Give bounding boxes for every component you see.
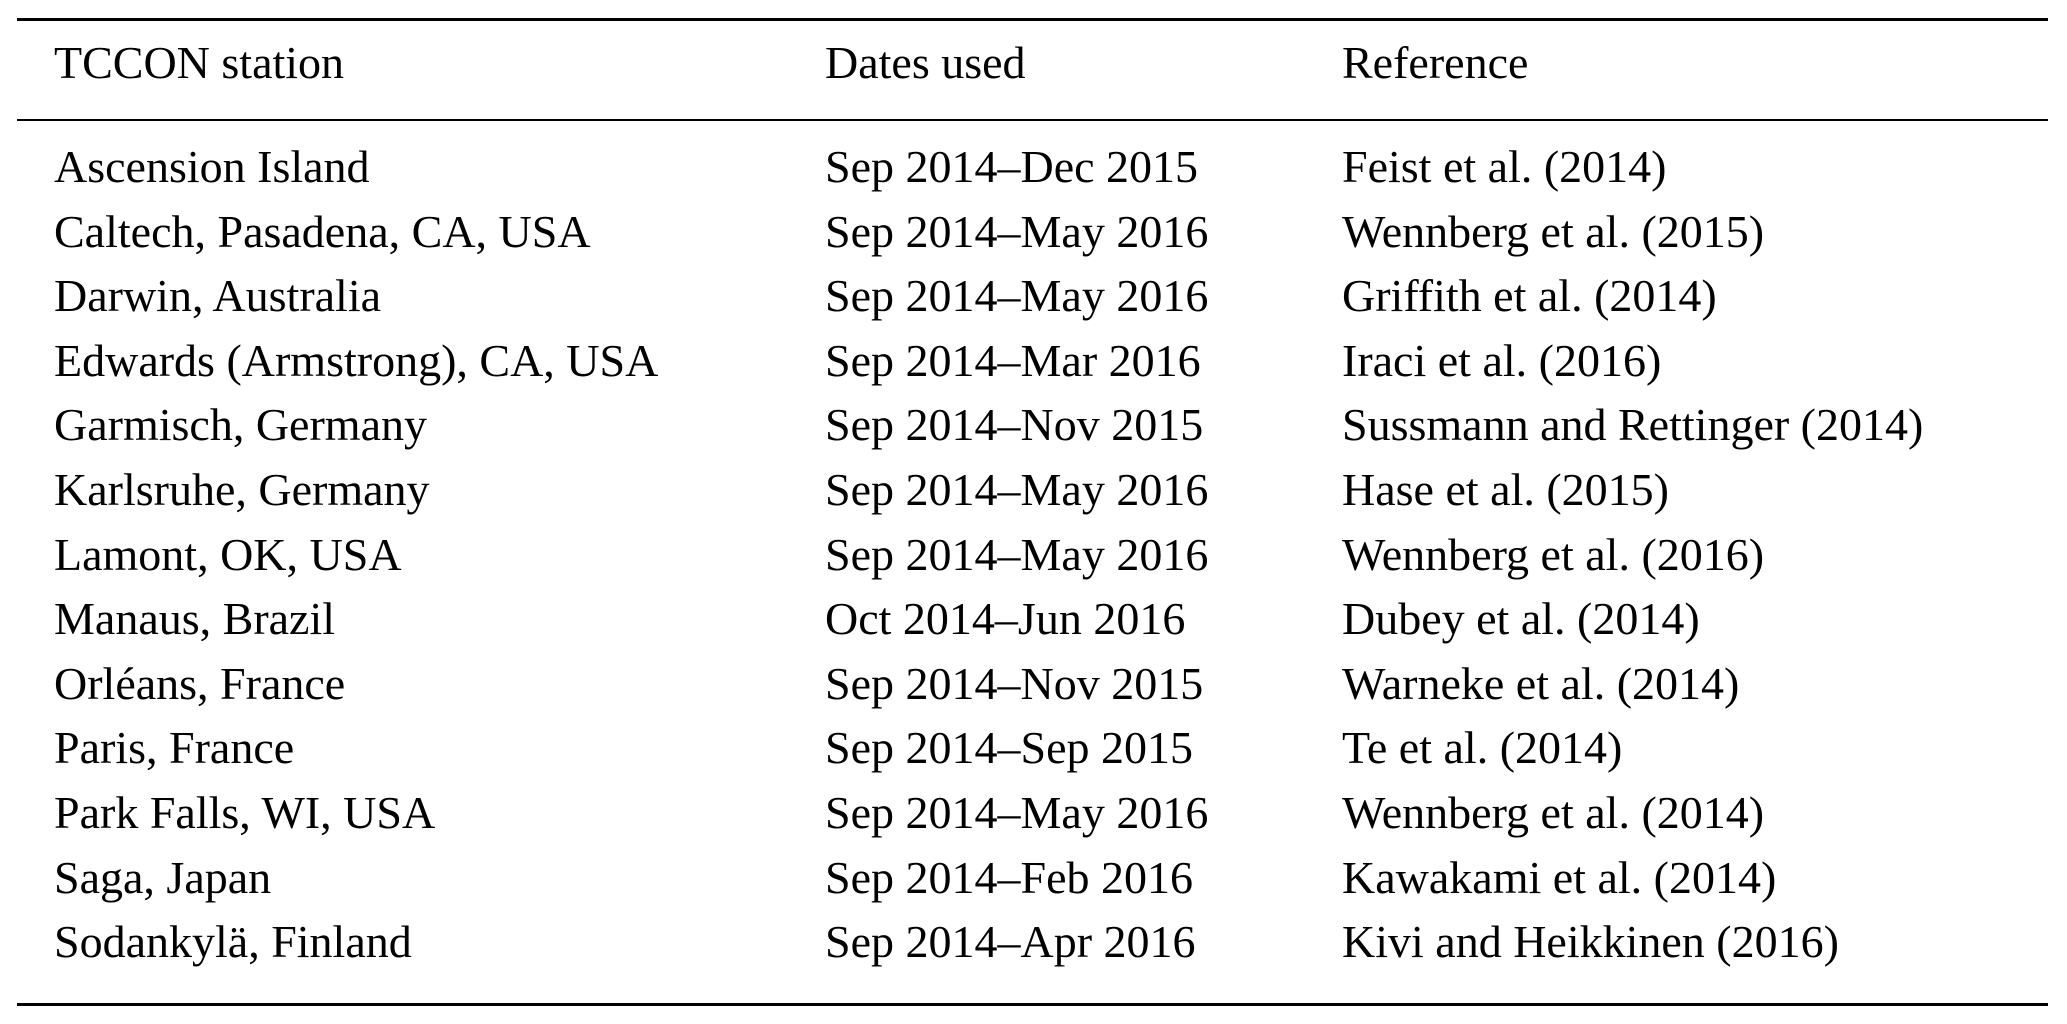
cell-station: Ascension Island [54,141,370,192]
table-row: Orléans, France Sep 2014–Nov 2015 Warneke … [0,652,2067,716]
cell-reference: Wennberg et al. (2016) [1342,528,1765,580]
header-station: TCCON station [54,37,345,88]
cell-station: Sodankylä, Finland [54,916,412,968]
cell-dates: Sep 2014–Nov 2015 [825,657,1204,709]
cell-reference: Te et al. (2014) [1342,722,1623,774]
cell-station: Orléans, France [54,657,346,709]
table-row: Caltech, Pasadena, CA, USA Sep 2014–May 2… [0,200,2067,264]
cell-dates: Sep 2014–Sep 2015 [825,722,1193,774]
table-row: Manaus, Brazil Oct 2014–Jun 2016 Dubey et … [0,587,2067,651]
cell-reference: Griffith et al. (2014) [1342,270,1717,322]
cell-dates: Sep 2014–May 2016 [825,528,1209,580]
cell-station: Saga, Japan [54,851,272,903]
top-rule [17,18,2048,21]
cell-dates: Sep 2014–May 2016 [825,464,1209,515]
cell-reference: Feist et al. (2014) [1342,141,1667,192]
header-dates: Dates used [825,37,1026,88]
header-rule [17,119,2048,121]
cell-dates: Sep 2014–Nov 2015 [825,399,1204,451]
cell-dates: Sep 2014–Feb 2016 [825,851,1193,903]
cell-dates: Sep 2014–May 2016 [825,270,1209,322]
cell-reference: Hase et al. (2015) [1342,464,1669,515]
cell-station: Karlsruhe, Germany [54,464,430,515]
cell-dates: Sep 2014–Apr 2016 [825,916,1196,968]
header-reference: Reference [1342,37,1529,88]
table-row: Sodankylä, Finland Sep 2014–Apr 2016 Kivi … [0,910,2067,974]
cell-dates: Sep 2014–Dec 2015 [825,141,1199,192]
table-row: Garmisch, Germany Sep 2014–Nov 2015 Sussma… [0,393,2067,457]
cell-reference: Kawakami et al. (2014) [1342,851,1777,903]
header-row: TCCON station Dates used Reference [0,31,2067,95]
cell-dates: Sep 2014–May 2016 [825,787,1209,838]
table-row: Lamont, OK, USA Sep 2014–May 2016 Wennberg… [0,523,2067,587]
table-row: Darwin, Australia Sep 2014–May 2016 Griffi… [0,264,2067,328]
cell-station: Darwin, Australia [54,270,382,322]
cell-reference: Dubey et al. (2014) [1342,593,1700,645]
table-row: Edwards (Armstrong), CA, USA Sep 2014–Mar… [0,329,2067,393]
table-row: Paris, France Sep 2014–Sep 2015 Te et al. … [0,716,2067,780]
cell-reference: Kivi and Heikkinen (2016) [1342,916,1839,968]
cell-station: Garmisch, Germany [54,399,427,451]
cell-station: Paris, France [54,722,295,774]
table-row: Ascension Island Sep 2014–Dec 2015 Feist e… [0,135,2067,199]
cell-dates: Oct 2014–Jun 2016 [825,593,1186,645]
table-row: Saga, Japan Sep 2014–Feb 2016 Kawakami et … [0,846,2067,910]
cell-reference: Warneke et al. (2014) [1342,657,1740,709]
cell-reference: Sussmann and Rettinger (2014) [1342,399,1924,451]
bottom-rule [17,1003,2048,1006]
cell-reference: Wennberg et al. (2015) [1342,205,1765,257]
cell-dates: Sep 2014–May 2016 [825,205,1209,257]
cell-station: Caltech, Pasadena, CA, USA [54,205,591,257]
cell-station: Lamont, OK, USA [54,528,402,580]
cell-dates: Sep 2014–Mar 2016 [825,334,1201,386]
cell-reference: Iraci et al. (2016) [1342,334,1662,386]
cell-station: Edwards (Armstrong), CA, USA [54,334,659,386]
cell-reference: Wennberg et al. (2014) [1342,787,1765,838]
cell-station: Manaus, Brazil [54,593,336,645]
table-row: Park Falls, WI, USA Sep 2014–May 2016 Wenn… [0,781,2067,845]
table-row: Karlsruhe, Germany Sep 2014–May 2016 Hase … [0,458,2067,522]
cell-station: Park Falls, WI, USA [54,787,436,838]
